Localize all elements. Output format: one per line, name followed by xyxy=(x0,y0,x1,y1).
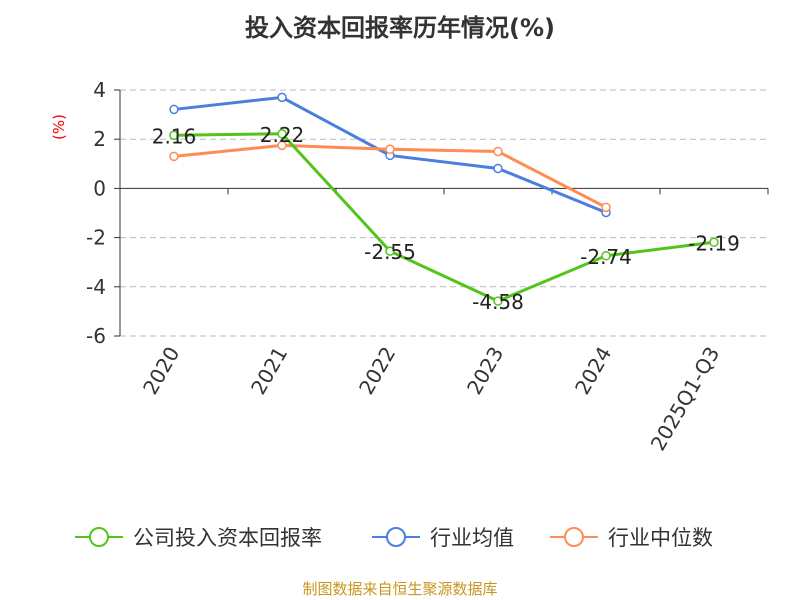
data-point xyxy=(493,296,503,306)
legend-marker xyxy=(386,527,406,547)
legend-marker xyxy=(89,527,109,547)
data-point xyxy=(601,202,611,213)
y-tick-label: 0 xyxy=(93,176,106,200)
data-point xyxy=(385,246,395,256)
y-tick-label: 2 xyxy=(93,127,106,151)
data-point xyxy=(277,129,287,139)
data-label: 2.16 xyxy=(152,124,197,148)
y-axis-label: (%) xyxy=(50,114,68,140)
x-tick-label: 2021 xyxy=(246,343,292,399)
x-tick-label: 2024 xyxy=(570,343,616,399)
data-point xyxy=(277,92,287,103)
legend-label: 行业均值 xyxy=(430,526,514,550)
data-label: -4.58 xyxy=(472,290,524,314)
data-label: 2.22 xyxy=(260,123,305,147)
x-tick-label: 2023 xyxy=(462,343,508,399)
source-note: 制图数据来自恒生聚源数据库 xyxy=(302,580,498,598)
series-line xyxy=(173,132,715,303)
x-tick-label: 2022 xyxy=(354,343,400,399)
data-point xyxy=(709,237,719,248)
legend-label: 公司投入资本回报率 xyxy=(133,526,322,550)
chart-title: 投入资本回报率历年情况(%) xyxy=(245,14,555,42)
data-point xyxy=(493,163,503,174)
data-label: -2.55 xyxy=(364,240,416,264)
data-point xyxy=(601,251,611,261)
x-tick-label: 2020 xyxy=(138,343,184,399)
y-tick-label: -6 xyxy=(86,324,106,348)
legend-marker xyxy=(564,527,584,547)
y-tick-label: -4 xyxy=(86,275,106,299)
data-label: -2.19 xyxy=(688,231,740,255)
data-point xyxy=(277,140,287,151)
data-point xyxy=(385,144,395,155)
data-label: -2.74 xyxy=(580,245,632,269)
legend-label: 行业中位数 xyxy=(608,526,713,550)
data-point xyxy=(169,151,179,162)
data-point xyxy=(169,130,179,141)
y-tick-label: 4 xyxy=(93,78,106,102)
x-tick-label: 2025Q1-Q3 xyxy=(646,343,725,455)
data-point xyxy=(169,104,179,115)
y-tick-label: -2 xyxy=(86,226,106,250)
data-point xyxy=(493,146,503,157)
